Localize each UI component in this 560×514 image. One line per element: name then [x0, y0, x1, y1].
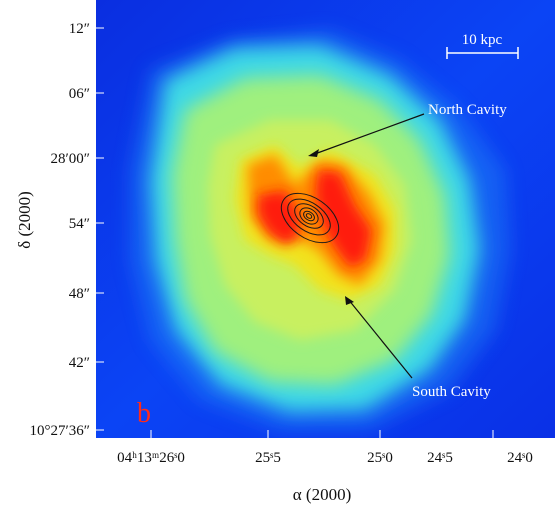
y-axis-title: δ (2000)	[15, 191, 34, 249]
south-cavity-arrowhead	[345, 296, 354, 305]
south-cavity-arrow	[347, 298, 413, 379]
x-axis-title: α (2000)	[293, 485, 351, 504]
radio-contours	[280, 192, 340, 244]
x-tick-label: 25ˢ0	[367, 450, 393, 466]
x-tick-label: 25ˢ5	[255, 450, 281, 466]
red-lobe-east	[315, 170, 372, 268]
y-tick-label: 10°27′36″	[29, 423, 90, 439]
scale-bar-label: 10 kpc	[462, 32, 503, 48]
y-tick-label: 54″	[69, 216, 90, 232]
y-tick-label: 28′00″	[50, 151, 90, 167]
y-tick-label: 06″	[69, 86, 90, 102]
axis-ticks	[96, 27, 494, 438]
panel-label: b	[137, 398, 151, 429]
emission-map	[130, 30, 510, 430]
y-tick-label: 42″	[69, 355, 90, 371]
south-cavity-label: South Cavity	[412, 384, 491, 400]
north-cavity-label: North Cavity	[428, 102, 507, 118]
y-tick-label: 12″	[69, 21, 90, 37]
north-cavity-arrowhead	[308, 149, 319, 157]
y-tick-label: 48″	[69, 286, 90, 302]
x-tick-label: 04ʰ13ᵐ26ˢ0	[117, 450, 185, 466]
x-tick-label: 24ˢ0	[507, 450, 533, 466]
scale-bar: 10 kpc	[446, 32, 519, 59]
north-cavity-arrow	[311, 113, 425, 156]
x-tick-label: 24ˢ5	[427, 450, 453, 466]
x-tick-labels: 04ʰ13ᵐ26ˢ0 25ˢ5 25ˢ0 24ˢ5 24ˢ0	[117, 450, 533, 466]
y-tick-labels: 12″ 06″ 28′00″ 54″ 48″ 42″ 10°27′36″	[29, 21, 90, 439]
